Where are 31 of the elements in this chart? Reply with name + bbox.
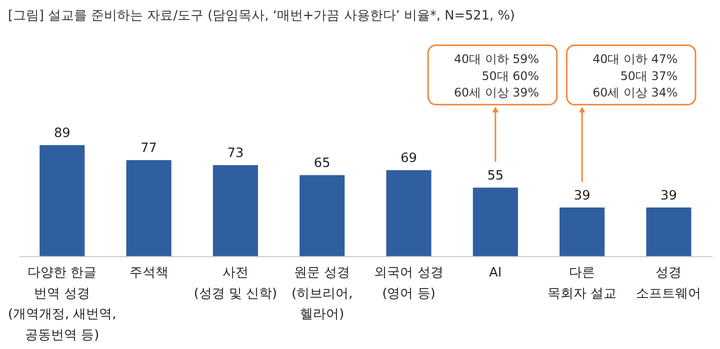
bar [212,165,258,256]
bar [472,188,518,256]
data-label: 89 [54,126,70,142]
text: 50대 37% [620,68,678,83]
data-label: 73 [227,146,244,162]
x-tick-label: 주석책 [129,265,168,280]
bar [126,160,172,256]
x-tick-label: 외국어 성경 (영어 등) [374,265,444,302]
x-tick-label: 다른 목회자 설교 [548,265,617,302]
data-label: 39 [660,188,677,204]
text: 40대 이하 59% [454,52,540,66]
x-tick-label: 원문 성경 (히브리어, 헬라어) [292,265,353,322]
x-tick-label: 성경 소프트웨어 [636,265,702,302]
data-label: 39 [574,188,590,204]
x-tick-label: AI [489,265,502,280]
bar [40,145,85,256]
data-label: 77 [140,141,157,156]
bar [300,175,345,256]
chart-title: [그림] 설교를 준비하는 자료/도구 (담임목사, ‘매번+가끔 사용한다’ 비율*, N=521, %) [8,8,515,24]
bar [386,170,432,256]
text: 40대 이하 47% [592,52,678,66]
bar [560,208,605,256]
x-tick-label: 다양한 한글 번역 성경 (개역개정, 새번역, 공동번역 등) [8,265,116,343]
data-label: 55 [487,168,504,184]
data-label: 65 [314,156,330,172]
text: 60세 이상 39% [454,86,540,100]
bar [646,208,692,256]
text: 50대 60% [482,68,540,83]
data-label: 69 [400,151,417,166]
text: 60세 이상 34% [592,86,678,100]
x-tick-label: 사전 (성경 및 신학) [194,265,278,302]
